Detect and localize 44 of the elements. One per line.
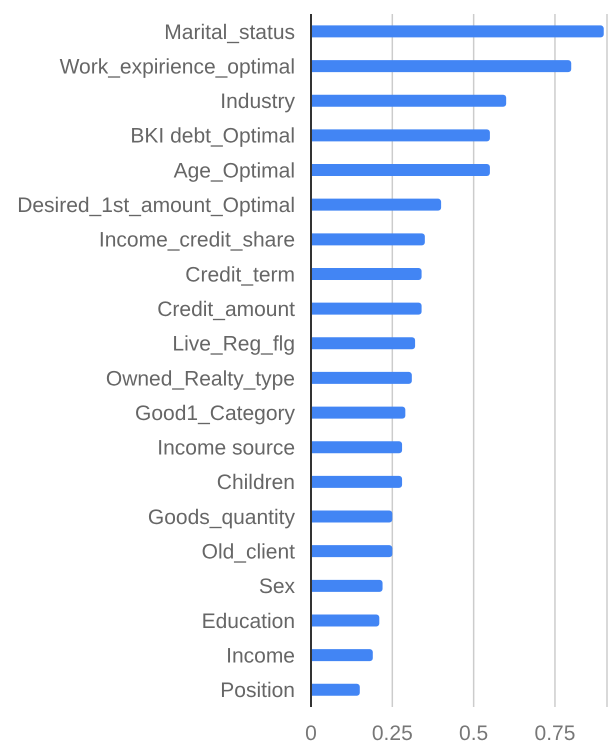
y-tick-label: Desired_1st_amount_Optimal xyxy=(17,194,295,218)
bar xyxy=(311,406,406,419)
bar xyxy=(311,198,442,211)
y-tick-label: Old_client xyxy=(202,540,296,564)
y-tick-label: Credit_amount xyxy=(157,298,296,321)
y-tick-label: Industry xyxy=(220,90,296,114)
bar xyxy=(311,94,506,107)
bar xyxy=(311,510,392,523)
bar xyxy=(311,476,402,488)
y-tick-label: Income xyxy=(226,644,295,668)
bar xyxy=(311,684,360,696)
y-tick-label: Goods_quantity xyxy=(148,506,296,529)
bar xyxy=(311,25,604,38)
bar xyxy=(311,233,425,246)
y-tick-label: Position xyxy=(220,679,295,702)
bar xyxy=(311,337,416,350)
bar xyxy=(311,129,490,142)
y-tick-label: Income source xyxy=(157,436,295,460)
bar xyxy=(311,441,402,454)
bar xyxy=(311,545,392,558)
bar xyxy=(311,268,422,280)
x-tick-label: 0 xyxy=(305,722,317,745)
y-tick-label: Education xyxy=(202,610,295,633)
y-tick-label: Good1_Category xyxy=(135,402,296,425)
bar xyxy=(311,60,572,72)
y-tick-label: Credit_term xyxy=(185,263,295,286)
y-tick-label: Marital_status xyxy=(164,20,295,44)
bar xyxy=(311,649,373,662)
y-tick-label: Income_credit_share xyxy=(98,228,295,252)
bar xyxy=(311,302,422,315)
y-tick-label: Sex xyxy=(258,575,296,598)
y-tick-label: Live_Reg_flg xyxy=(172,332,295,356)
bar xyxy=(311,164,490,176)
y-tick-label: BKI debt_Optimal xyxy=(130,124,295,148)
bar xyxy=(311,372,412,384)
y-tick-label: Owned_Realty_type xyxy=(106,367,295,390)
x-tick-label: 0.75 xyxy=(534,722,576,745)
x-tick-label: 0.25 xyxy=(372,722,413,745)
x-tick-label: 0.5 xyxy=(459,722,488,745)
y-tick-label: Work_expirience_optimal xyxy=(60,55,295,78)
bar xyxy=(311,580,383,592)
y-tick-label: Age_Optimal xyxy=(174,159,295,182)
bar xyxy=(311,614,380,626)
y-tick-label: Children xyxy=(216,471,295,494)
